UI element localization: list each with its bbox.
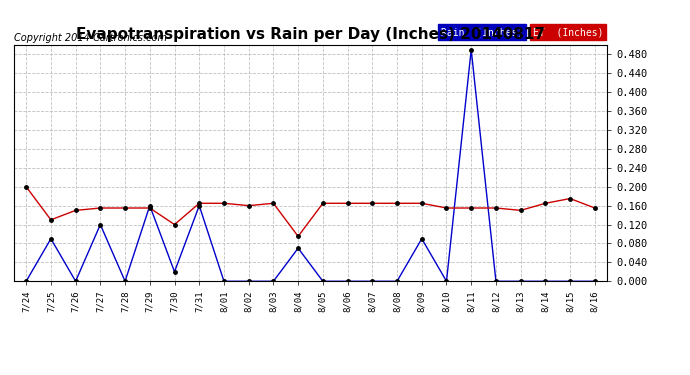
Title: Evapotranspiration vs Rain per Day (Inches) 20140817: Evapotranspiration vs Rain per Day (Inch… (76, 27, 545, 42)
Text: Copyright 2014 Cartronics.com: Copyright 2014 Cartronics.com (14, 33, 167, 43)
Text: ET  (Inches): ET (Inches) (533, 27, 604, 37)
Text: Rain  (Inches): Rain (Inches) (441, 27, 523, 37)
